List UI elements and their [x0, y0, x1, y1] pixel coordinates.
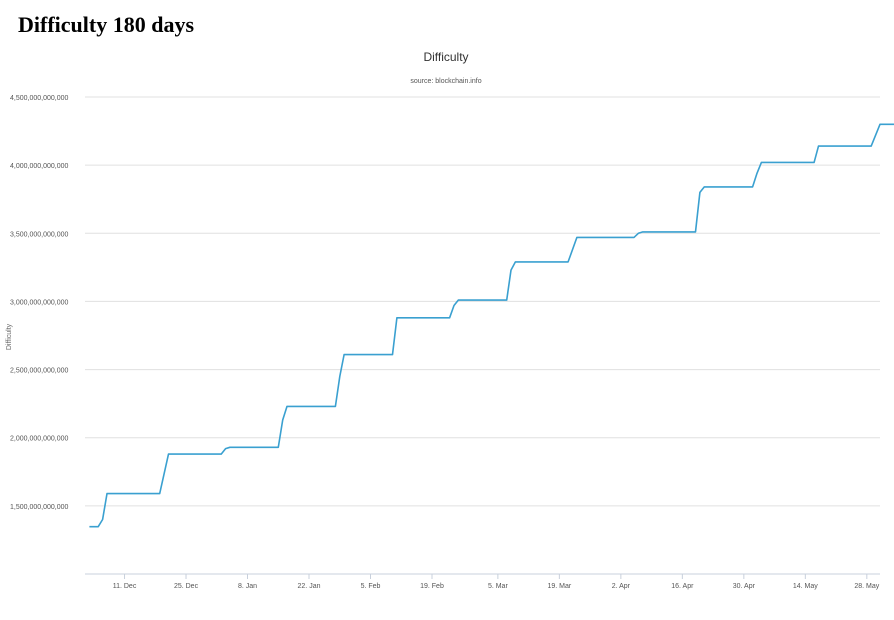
series-difficulty [89, 123, 894, 528]
x-tick-label: 28. May [854, 583, 879, 590]
x-tick-label: 2. Apr [612, 583, 631, 590]
y-tick-label: 3,500,000,000,000 [10, 231, 68, 238]
x-tick-label: 16. Apr [671, 583, 694, 590]
x-tick-label: 8. Jan [238, 583, 257, 590]
chart-title: Difficulty [423, 50, 468, 64]
x-tick-label: 30. Apr [733, 583, 756, 590]
y-tick-label: 1,500,000,000,000 [10, 504, 68, 511]
y-tick-label: 2,000,000,000,000 [10, 436, 68, 443]
x-tick-label: 5. Mar [488, 583, 509, 590]
gridlines [85, 96, 880, 507]
x-tick-label: 5. Feb [361, 583, 381, 590]
x-tick-label: 22. Jan [298, 583, 321, 590]
series-line [89, 123, 894, 528]
x-tick-label: 11. Dec [113, 583, 137, 590]
x-tick-label: 25. Dec [174, 583, 199, 590]
y-tick-label: 3,000,000,000,000 [10, 299, 68, 306]
y-axis-title: Difficulty [6, 323, 13, 350]
x-axis: 11. Dec 25. Dec 8. Jan 22. Jan 5. Feb 19. Feb… [85, 573, 880, 590]
x-tick-label: 19. Mar [547, 583, 571, 590]
chart-subtitle: source: blockchain.info [410, 78, 481, 85]
y-tick-label: 2,500,000,000,000 [10, 368, 68, 375]
y-axis: 1,500,000,000,000 2,000,000,000,000 2,500,… [10, 95, 68, 511]
page-heading: Difficulty 180 days [18, 12, 194, 37]
x-tick-label: 14. May [793, 583, 818, 590]
y-tick-label: 4,000,000,000,000 [10, 163, 68, 170]
x-tick-label: 19. Feb [420, 583, 444, 590]
y-tick-label: 4,500,000,000,000 [10, 95, 68, 102]
